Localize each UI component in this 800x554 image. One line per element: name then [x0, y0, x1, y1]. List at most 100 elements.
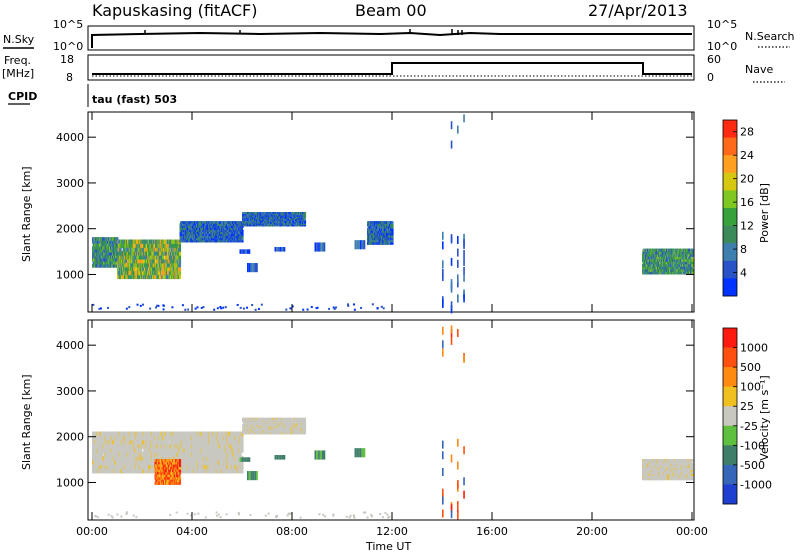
echo-cell: [178, 247, 182, 252]
y-tick-label: 1000: [56, 268, 84, 281]
velocity-echoes: [92, 325, 694, 520]
echo-cell: [151, 243, 154, 248]
echo-cell: [204, 231, 207, 235]
echo-cell: [111, 261, 114, 265]
echo-cell: [240, 227, 243, 231]
echo-cell: [651, 256, 654, 260]
echo-cell: [167, 270, 170, 276]
echo-cell: [122, 270, 125, 276]
echo-cell: [122, 243, 125, 248]
echo-cell: [382, 230, 385, 234]
echo-cell: [170, 251, 173, 256]
echo-cell: [237, 225, 240, 229]
echo-cell: [199, 229, 202, 233]
echo-cell: [200, 231, 203, 235]
echo-streak: [463, 266, 465, 275]
echo-cell: [149, 239, 152, 245]
echo-cell: [105, 439, 108, 445]
echo-cell: [112, 439, 115, 445]
echo-cell: [100, 435, 103, 441]
echo-cell: [691, 258, 694, 262]
echo-cell: [132, 266, 135, 272]
echo-blob-cell: [256, 263, 258, 273]
echo-streak: [457, 294, 459, 303]
echo-streak: [463, 289, 465, 298]
echo-cell: [131, 239, 134, 245]
echo-cell: [129, 443, 132, 449]
echo-cell: [391, 241, 394, 245]
echo-cell: [115, 255, 118, 259]
echo-cell: [168, 262, 172, 268]
echo-streak: [450, 140, 453, 149]
echo-cell: [144, 262, 147, 268]
echo-speck: [184, 308, 187, 311]
echo-cell: [391, 239, 394, 243]
echo-streak: [463, 294, 465, 303]
echo-cell: [105, 243, 108, 247]
echo-cell: [188, 225, 192, 229]
echo-cell: [387, 239, 390, 243]
echo-blob-cell: [278, 247, 280, 252]
echo-cell: [122, 274, 125, 280]
echo-cell: [122, 239, 125, 245]
echo-speck: [332, 306, 335, 309]
echo-speck: [260, 303, 263, 306]
echo-cell: [108, 448, 111, 453]
echo-cell: [285, 214, 288, 217]
echo-cell: [97, 456, 100, 461]
echo-cell: [222, 225, 225, 229]
echo-cell: [241, 235, 244, 239]
echo-cell: [391, 234, 394, 238]
echo-speck: [92, 303, 95, 306]
echo-cell: [127, 468, 130, 474]
echo-cell: [144, 460, 147, 466]
echo-cell: [164, 258, 167, 264]
echo-cell: [162, 255, 165, 260]
echo-cell: [136, 443, 139, 449]
echo-cell: [667, 253, 670, 257]
echo-cell: [190, 239, 193, 243]
echo-cell: [303, 220, 307, 223]
echo-cell: [278, 216, 281, 219]
echo-speck: [352, 303, 355, 306]
echo-cell: [220, 237, 223, 241]
echo-speck: [360, 306, 363, 309]
echo-cell: [136, 247, 139, 252]
echo-cell: [221, 235, 224, 239]
echo-cell: [230, 239, 233, 243]
echo-cell: [112, 464, 115, 470]
echo-speck: [98, 307, 101, 310]
echo-cell: [124, 460, 127, 466]
echo-cell: [241, 231, 244, 235]
freq-tick-low: 8: [66, 71, 73, 84]
echo-speck: [316, 306, 319, 309]
echo-cell: [682, 258, 685, 262]
echo-cell: [302, 220, 305, 223]
echo-cell: [275, 213, 278, 216]
echo-cell: [210, 231, 213, 235]
echo-cell: [685, 268, 688, 272]
echo-speck: [380, 305, 383, 308]
echo-cell: [100, 460, 103, 466]
echo-cell: [98, 439, 102, 445]
echo-streak: [457, 274, 459, 283]
echo-cell: [290, 224, 293, 227]
echo-cell: [145, 431, 148, 437]
echo-cell: [678, 256, 681, 260]
echo-cell: [167, 262, 170, 268]
echo-cell: [139, 258, 142, 264]
echo-cell: [672, 266, 675, 270]
echo-cell: [139, 456, 142, 461]
echo-cell: [644, 271, 647, 275]
echo-cell: [98, 252, 102, 256]
echo-cell: [261, 214, 264, 217]
echo-cell: [295, 221, 298, 224]
echo-cell: [143, 443, 146, 449]
echo-cell: [133, 448, 137, 453]
echo-cell: [117, 247, 120, 252]
echo-cell: [238, 233, 241, 237]
echo-cell: [118, 464, 122, 470]
echo-speck: [202, 306, 205, 309]
